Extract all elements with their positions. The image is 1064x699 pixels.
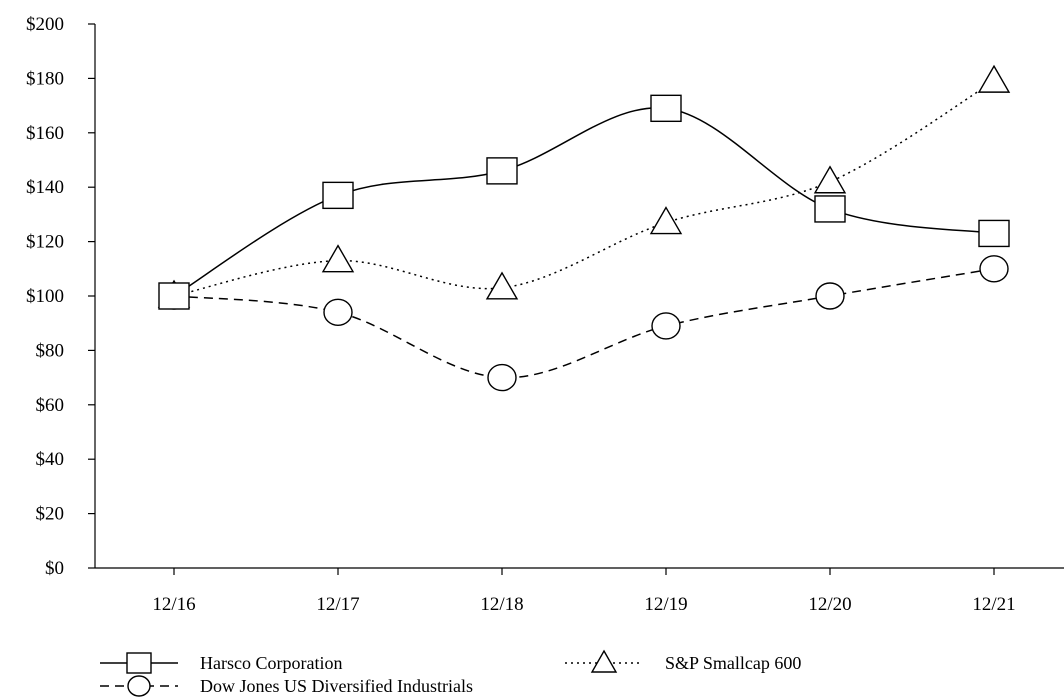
x-tick-label: 12/18 bbox=[480, 594, 523, 615]
y-tick-label: $100 bbox=[26, 286, 64, 307]
legend-item: Harsco Corporation bbox=[100, 652, 342, 674]
y-tick-label: $80 bbox=[36, 340, 65, 361]
x-tick-label: 12/19 bbox=[644, 594, 687, 615]
y-tick-labels: $0 $20 $40 $60 $80 $100 $120 $140 $160 $180 $200 bbox=[26, 14, 64, 579]
data-point bbox=[814, 195, 846, 223]
markers-square bbox=[158, 94, 1010, 310]
legend-label: S&P Smallcap 600 bbox=[665, 653, 801, 673]
data-point bbox=[977, 64, 1011, 93]
x-tick-labels: 12/16 12/17 12/18 12/19 12/20 12/21 bbox=[152, 594, 1015, 615]
y-tick-label: $160 bbox=[26, 123, 64, 144]
data-point bbox=[322, 181, 354, 210]
data-point bbox=[649, 206, 683, 235]
y-tick-label: $180 bbox=[26, 68, 64, 89]
x-tick-label: 12/17 bbox=[316, 594, 359, 615]
data-point bbox=[323, 298, 353, 327]
legend-label: Harsco Corporation bbox=[200, 653, 342, 673]
y-tick-label: $60 bbox=[36, 395, 65, 416]
series-group bbox=[157, 64, 1011, 392]
x-tick-label: 12/16 bbox=[152, 594, 195, 615]
data-point bbox=[650, 94, 682, 123]
data-point bbox=[815, 282, 845, 310]
x-tick-label: 12/20 bbox=[808, 594, 851, 615]
series-line bbox=[173, 107, 995, 297]
data-point bbox=[487, 363, 517, 392]
markers-circle bbox=[159, 255, 1009, 392]
data-point bbox=[651, 312, 681, 340]
legend-item: Dow Jones US Diversified Industrials bbox=[100, 675, 473, 697]
y-tick-label: $140 bbox=[26, 177, 64, 198]
legend: Harsco Corporation S&P Smallcap 600 Dow Jo… bbox=[100, 649, 801, 697]
series-circle bbox=[173, 268, 995, 379]
y-tick-label: $0 bbox=[45, 558, 64, 579]
legend-marker bbox=[126, 652, 152, 674]
legend-marker bbox=[127, 675, 151, 697]
legend-item: S&P Smallcap 600 bbox=[565, 649, 801, 673]
data-point bbox=[158, 282, 190, 310]
legend-label: Dow Jones US Diversified Industrials bbox=[200, 676, 473, 696]
data-point bbox=[321, 244, 355, 273]
y-tick-label: $40 bbox=[36, 449, 65, 470]
data-point bbox=[813, 165, 847, 194]
y-tick-label: $120 bbox=[26, 232, 64, 253]
x-tick-label: 12/21 bbox=[972, 594, 1015, 615]
markers-triangle bbox=[157, 64, 1011, 308]
series-square bbox=[173, 107, 995, 297]
data-point bbox=[979, 255, 1009, 283]
series-line bbox=[173, 268, 995, 379]
axes bbox=[88, 23, 1064, 575]
series-line bbox=[173, 80, 995, 297]
y-tick-label: $20 bbox=[36, 504, 65, 525]
data-point bbox=[978, 219, 1010, 248]
legend-marker bbox=[590, 649, 618, 673]
series-triangle bbox=[173, 80, 995, 297]
data-point bbox=[485, 271, 519, 300]
y-tick-label: $200 bbox=[26, 14, 64, 35]
data-point bbox=[486, 157, 518, 185]
